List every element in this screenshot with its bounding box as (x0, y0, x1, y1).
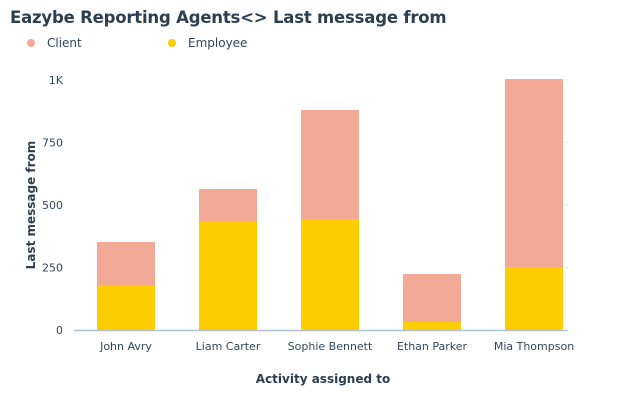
y-axis-ticks: 0 250 500 750 1K (42, 74, 64, 337)
chart-title: Eazybe Reporting Agents<> Last message f… (10, 8, 447, 27)
y-tick-label: 250 (42, 262, 63, 275)
x-tick-label: Sophie Bennett (288, 340, 373, 353)
bars (97, 79, 563, 330)
bar-client-sophie-bennett[interactable] (301, 110, 359, 219)
bar-client-john-avry[interactable] (97, 242, 155, 285)
x-axis-ticks: John Avry Liam Carter Sophie Bennett Ethan … (99, 340, 574, 353)
y-axis-title: Last message from (24, 141, 38, 270)
legend-swatch-employee (168, 39, 176, 47)
bar-employee-liam-carter[interactable] (199, 221, 257, 330)
bar-employee-mia-thompson[interactable] (505, 267, 563, 330)
bar-client-liam-carter[interactable] (199, 189, 257, 221)
y-tick-label: 0 (56, 324, 63, 337)
x-tick-label: Liam Carter (196, 340, 261, 353)
bar-employee-john-avry[interactable] (97, 285, 155, 330)
x-tick-label: John Avry (99, 340, 152, 353)
legend-label-employee: Employee (188, 36, 248, 50)
bar-employee-sophie-bennett[interactable] (301, 219, 359, 330)
x-tick-label: Mia Thompson (494, 340, 574, 353)
x-tick-label: Ethan Parker (397, 340, 468, 353)
legend-swatch-client (27, 39, 35, 47)
legend-label-client: Client (47, 36, 82, 50)
y-tick-label: 750 (42, 137, 63, 150)
bar-client-mia-thompson[interactable] (505, 79, 563, 267)
bar-client-ethan-parker[interactable] (403, 274, 461, 322)
legend-item-employee[interactable]: Employee (168, 36, 247, 50)
right-tick-marks (565, 79, 568, 268)
bar-employee-ethan-parker[interactable] (403, 322, 461, 330)
legend-item-client[interactable]: Client (27, 36, 82, 50)
x-axis-title: Activity assigned to (256, 372, 390, 386)
y-tick-label: 1K (49, 74, 64, 87)
y-tick-label: 500 (42, 199, 63, 212)
